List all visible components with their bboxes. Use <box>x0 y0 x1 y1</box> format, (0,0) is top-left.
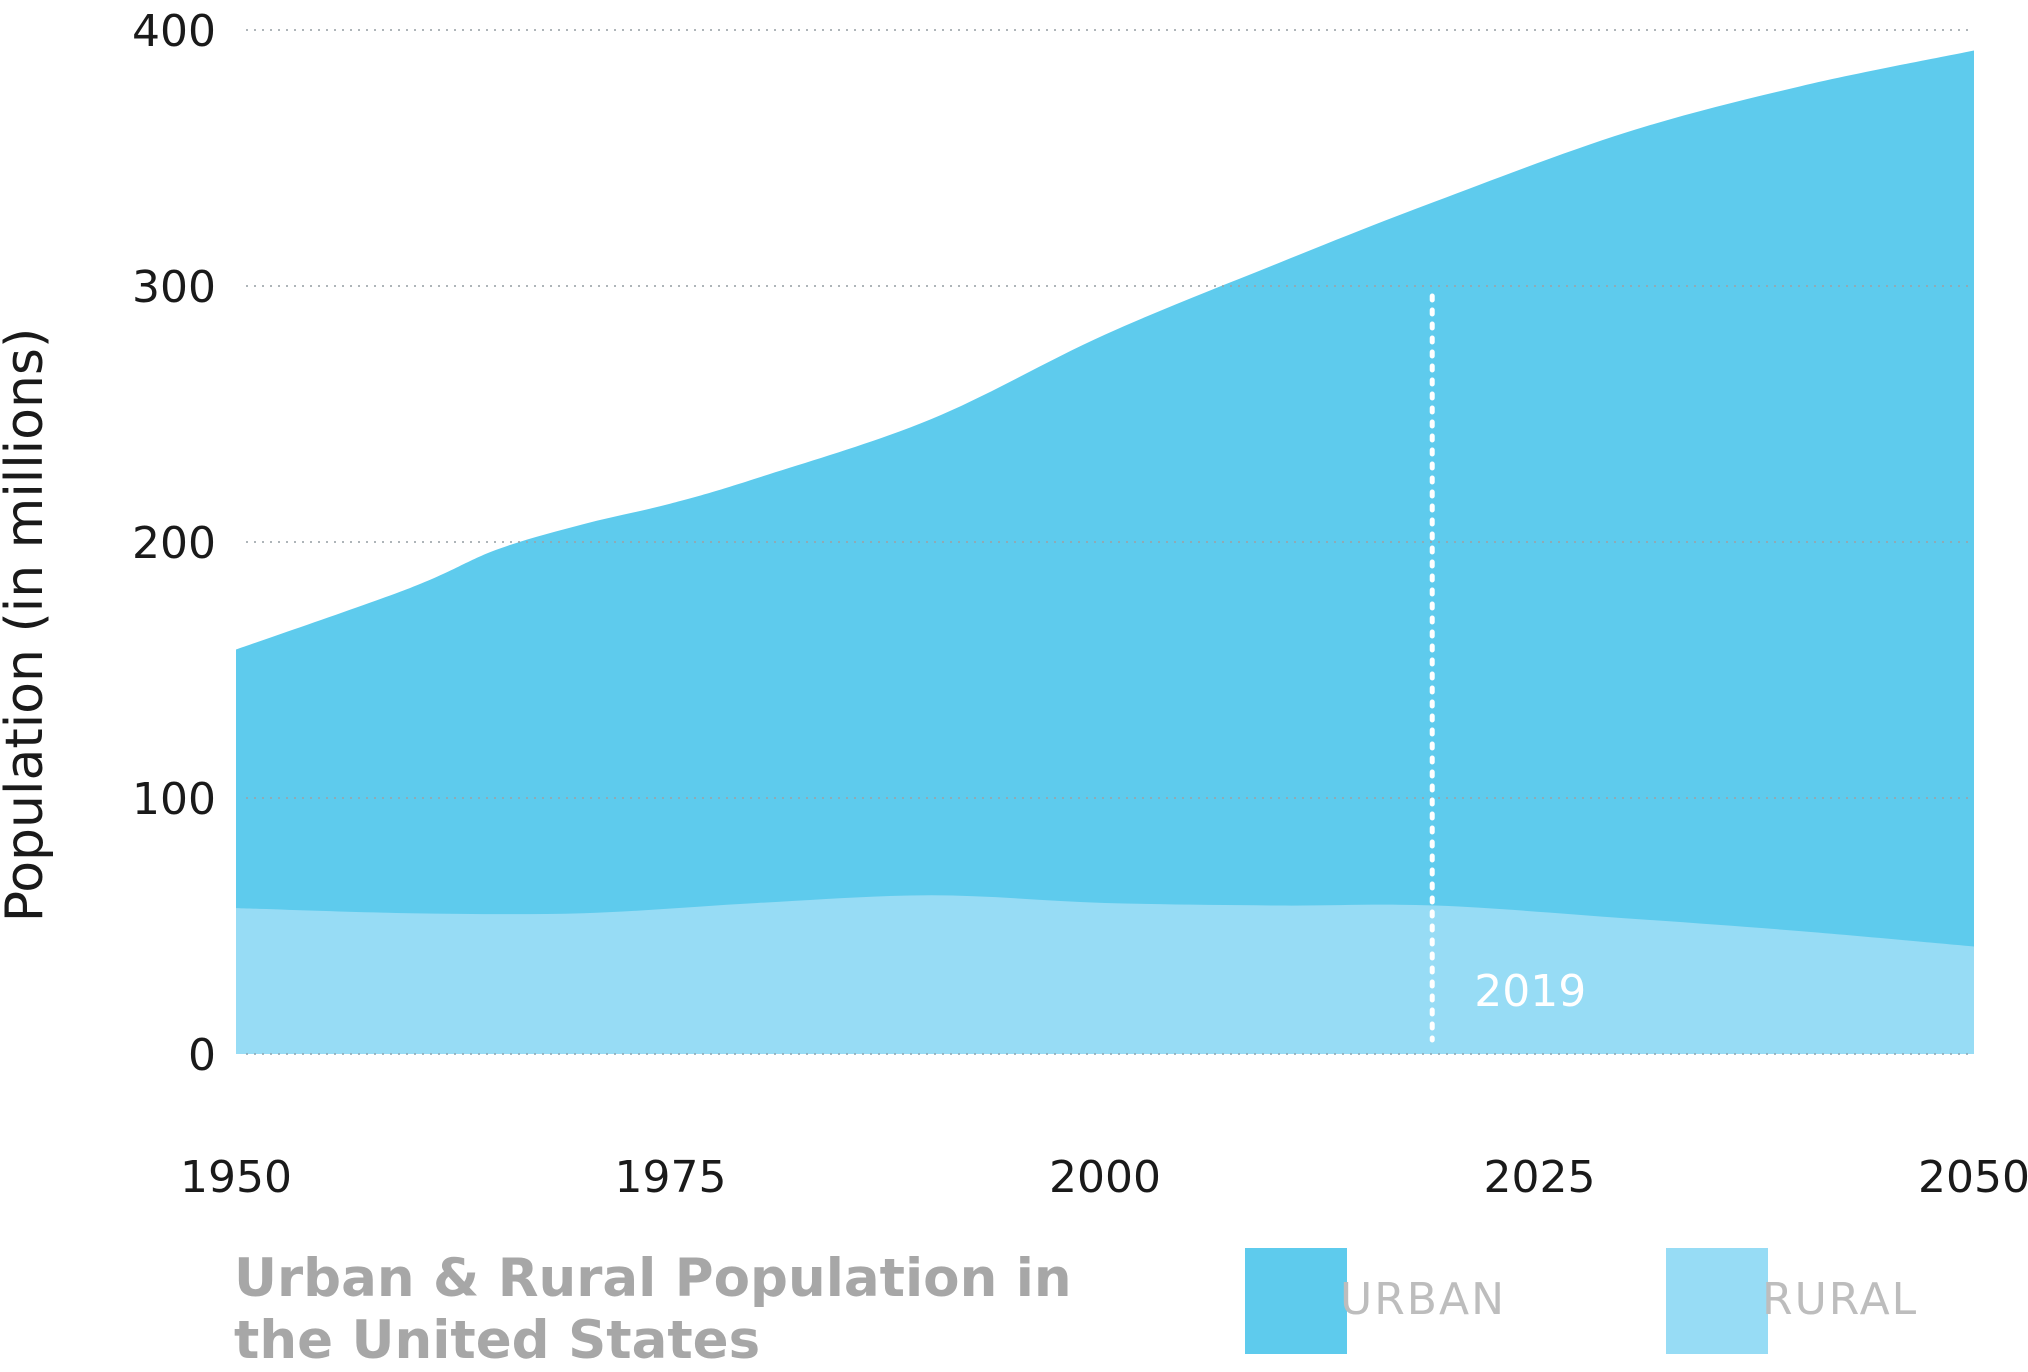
y-tick-label-0: 0 <box>188 1030 216 1081</box>
y-axis-label: Population (in millions) <box>0 328 55 923</box>
legend-swatch-urban <box>1245 1248 1347 1354</box>
y-tick-label-300: 300 <box>132 262 216 313</box>
legend-swatch-rural <box>1666 1248 1768 1354</box>
y-axis-ticks: 0 100 200 300 400 <box>132 6 216 1081</box>
x-tick-label-1975: 1975 <box>615 1152 727 1203</box>
rural-area <box>236 895 1974 1054</box>
y-tick-label-400: 400 <box>132 6 216 57</box>
x-tick-label-2000: 2000 <box>1049 1152 1161 1203</box>
x-tick-label-1950: 1950 <box>180 1152 292 1203</box>
legend-label-rural: RURAL <box>1762 1274 1919 1325</box>
x-axis-ticks: 1950 1975 2000 2025 2050 <box>180 1152 2028 1203</box>
y-tick-label-200: 200 <box>132 518 216 569</box>
y-tick-label-100: 100 <box>132 774 216 825</box>
urban-area <box>236 50 1974 1055</box>
marker-2019-label: 2019 <box>1474 966 1586 1017</box>
legend-label-urban: URBAN <box>1340 1274 1506 1325</box>
x-tick-label-2050: 2050 <box>1918 1152 2028 1203</box>
chart-title: Urban & Rural Population in the United S… <box>234 1248 1072 1371</box>
x-tick-label-2025: 2025 <box>1484 1152 1596 1203</box>
